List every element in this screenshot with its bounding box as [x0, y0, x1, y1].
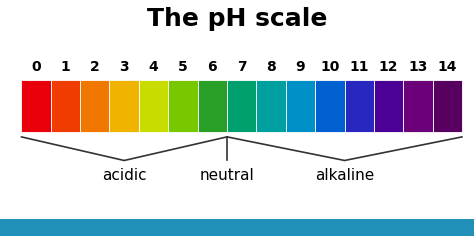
Bar — [80, 80, 109, 132]
Text: 9: 9 — [296, 60, 305, 74]
Bar — [227, 80, 256, 132]
Text: 8: 8 — [266, 60, 276, 74]
Text: 2: 2 — [90, 60, 100, 74]
Text: 0: 0 — [31, 60, 41, 74]
Text: The pH scale: The pH scale — [147, 7, 327, 31]
Bar — [315, 80, 345, 132]
Bar — [286, 80, 315, 132]
Bar — [198, 80, 227, 132]
Text: 10: 10 — [320, 60, 339, 74]
Bar — [345, 80, 374, 132]
Text: 6: 6 — [208, 60, 217, 74]
Text: alkaline: alkaline — [315, 168, 374, 183]
Bar — [256, 80, 286, 132]
Bar — [51, 80, 80, 132]
Text: 1: 1 — [61, 60, 70, 74]
Text: acidic: acidic — [102, 168, 146, 183]
Text: 4: 4 — [149, 60, 158, 74]
Bar — [374, 80, 403, 132]
Bar — [21, 80, 51, 132]
Text: 13: 13 — [409, 60, 428, 74]
Text: 12: 12 — [379, 60, 399, 74]
Text: 14: 14 — [438, 60, 457, 74]
Bar — [403, 80, 433, 132]
Bar — [433, 80, 462, 132]
Text: 7: 7 — [237, 60, 246, 74]
Text: 11: 11 — [349, 60, 369, 74]
Text: 5: 5 — [178, 60, 188, 74]
Bar — [168, 80, 198, 132]
Bar — [109, 80, 139, 132]
Bar — [0, 219, 474, 236]
Text: 3: 3 — [119, 60, 129, 74]
Bar — [139, 80, 168, 132]
Text: neutral: neutral — [200, 168, 255, 183]
